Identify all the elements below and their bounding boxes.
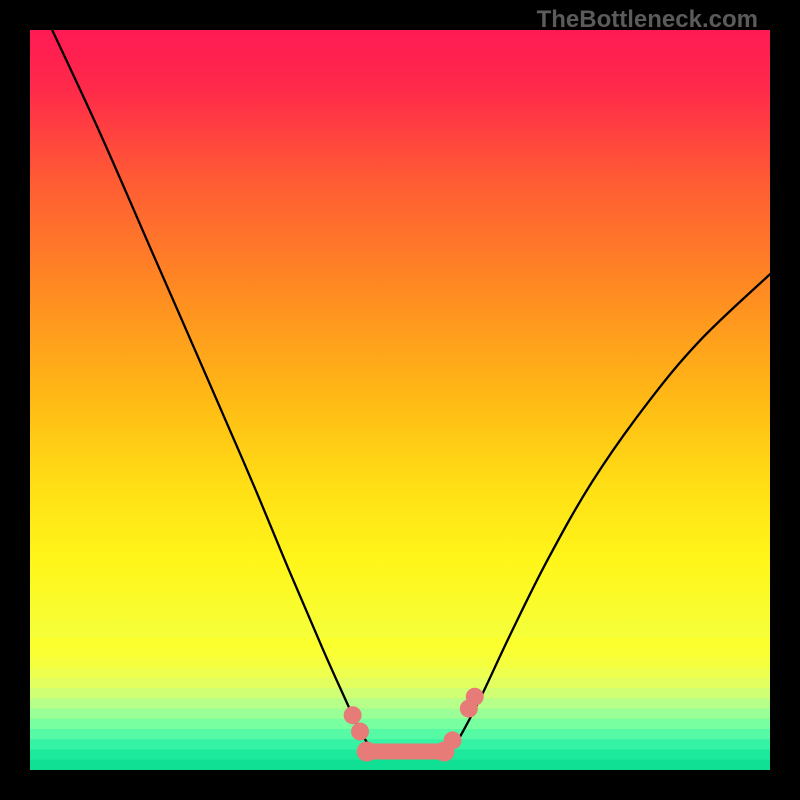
watermark-text: TheBottleneck.com xyxy=(537,6,758,34)
marker-dot xyxy=(344,706,362,724)
marker-dot xyxy=(466,688,484,706)
marker-dot xyxy=(444,731,462,749)
bottleneck-chart-svg xyxy=(30,30,770,770)
chart-plot-area xyxy=(30,30,770,770)
marker-dot xyxy=(351,723,369,741)
